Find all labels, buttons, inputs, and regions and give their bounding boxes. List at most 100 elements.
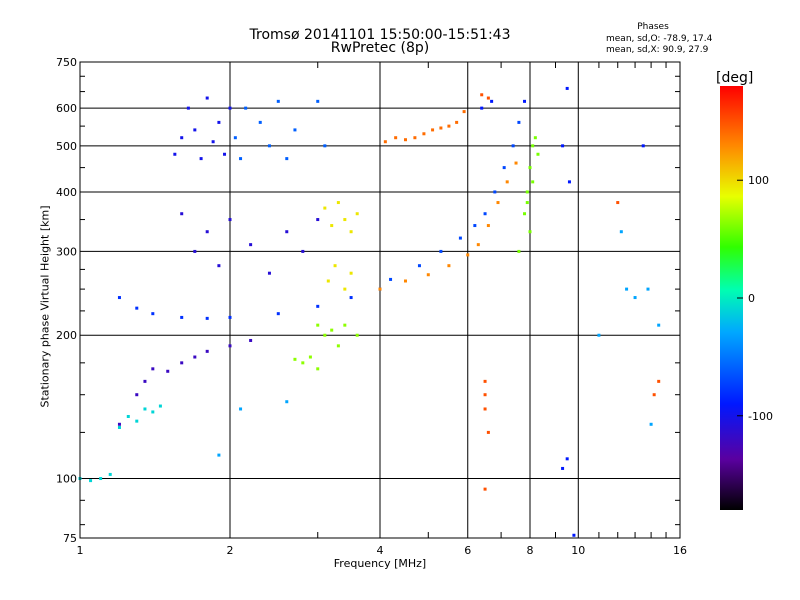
data-point bbox=[511, 144, 515, 148]
data-point bbox=[394, 136, 398, 140]
data-point bbox=[249, 338, 253, 342]
data-point bbox=[151, 312, 155, 316]
data-point bbox=[151, 367, 155, 371]
data-point bbox=[151, 410, 155, 414]
data-point bbox=[117, 425, 121, 429]
data-point bbox=[486, 430, 490, 434]
data-point bbox=[349, 271, 353, 275]
colorbar-tick-label: 0 bbox=[748, 292, 755, 305]
data-point bbox=[483, 407, 487, 411]
data-point bbox=[180, 136, 184, 140]
x-tick-label: 1 bbox=[77, 544, 84, 557]
data-point bbox=[108, 472, 112, 476]
data-point bbox=[413, 136, 417, 140]
data-point bbox=[496, 201, 500, 205]
data-point bbox=[301, 249, 305, 253]
data-point bbox=[143, 379, 147, 383]
data-point bbox=[323, 144, 327, 148]
phase-stats-x: mean, sd,X: 90.9, 27.9 bbox=[606, 45, 709, 55]
chart-subtitle: RwPretec (8p) bbox=[330, 40, 430, 56]
data-point bbox=[180, 315, 184, 319]
y-tick-label: 100 bbox=[56, 473, 77, 486]
data-point bbox=[505, 180, 509, 184]
data-point bbox=[486, 224, 490, 228]
data-point bbox=[217, 453, 221, 457]
data-point bbox=[486, 96, 490, 100]
data-point bbox=[239, 407, 243, 411]
data-point bbox=[490, 99, 494, 103]
data-point bbox=[458, 236, 462, 240]
data-point bbox=[217, 120, 221, 124]
data-point bbox=[355, 333, 359, 337]
data-point bbox=[473, 224, 477, 228]
data-point bbox=[135, 419, 139, 423]
data-point bbox=[326, 279, 330, 283]
data-point bbox=[483, 393, 487, 397]
data-point bbox=[616, 201, 620, 205]
data-point bbox=[323, 206, 327, 210]
data-point bbox=[193, 355, 197, 359]
data-point bbox=[561, 466, 565, 470]
data-point bbox=[431, 128, 435, 132]
data-point bbox=[514, 161, 518, 165]
data-point bbox=[285, 157, 289, 161]
data-point bbox=[205, 316, 209, 320]
data-point bbox=[349, 296, 353, 300]
data-point bbox=[333, 264, 337, 268]
y-tick-label: 200 bbox=[56, 329, 77, 342]
data-point bbox=[480, 93, 484, 97]
data-point bbox=[597, 333, 601, 337]
data-point bbox=[126, 414, 130, 418]
data-point bbox=[480, 106, 484, 110]
data-point bbox=[343, 323, 347, 327]
data-point bbox=[228, 315, 232, 319]
data-point bbox=[531, 180, 535, 184]
data-point bbox=[166, 369, 170, 373]
data-point bbox=[316, 218, 320, 222]
data-point bbox=[493, 190, 497, 194]
y-tick-label: 750 bbox=[56, 56, 77, 69]
x-tick-label: 6 bbox=[464, 544, 471, 557]
data-point bbox=[646, 287, 650, 291]
data-point bbox=[211, 140, 215, 144]
data-point bbox=[193, 249, 197, 253]
data-point bbox=[403, 279, 407, 283]
data-point bbox=[336, 201, 340, 205]
data-point bbox=[625, 287, 629, 291]
x-tick-label: 10 bbox=[571, 544, 585, 557]
y-tick-label: 300 bbox=[56, 245, 77, 258]
y-tick-label: 75 bbox=[63, 532, 77, 545]
data-point bbox=[199, 157, 203, 161]
y-tick-label: 500 bbox=[56, 140, 77, 153]
data-point bbox=[657, 379, 661, 383]
data-point bbox=[180, 361, 184, 365]
data-point bbox=[99, 477, 103, 481]
phase-stats-title: Phases bbox=[637, 22, 669, 32]
phase-stats-o: mean, sd,O: -78.9, 17.4 bbox=[606, 34, 713, 44]
data-point bbox=[316, 323, 320, 327]
data-point bbox=[466, 253, 470, 257]
data-point bbox=[228, 106, 232, 110]
data-point bbox=[258, 120, 262, 124]
data-point bbox=[158, 404, 162, 408]
data-point bbox=[316, 99, 320, 103]
y-tick-label: 600 bbox=[56, 102, 77, 115]
grid-lines bbox=[80, 62, 680, 538]
data-point bbox=[633, 296, 637, 300]
colorbar-unit-label: [deg] bbox=[716, 70, 754, 86]
data-point bbox=[349, 230, 353, 234]
data-point bbox=[565, 86, 569, 90]
data-point bbox=[293, 128, 297, 132]
x-tick-label: 16 bbox=[673, 544, 687, 557]
data-point bbox=[389, 277, 393, 281]
data-point bbox=[525, 201, 529, 205]
data-point bbox=[285, 230, 289, 234]
data-point bbox=[301, 361, 305, 365]
data-point bbox=[455, 120, 459, 124]
data-point bbox=[417, 264, 421, 268]
data-point bbox=[652, 393, 656, 397]
x-tick-label: 8 bbox=[527, 544, 534, 557]
data-point bbox=[239, 157, 243, 161]
data-point bbox=[378, 287, 382, 291]
